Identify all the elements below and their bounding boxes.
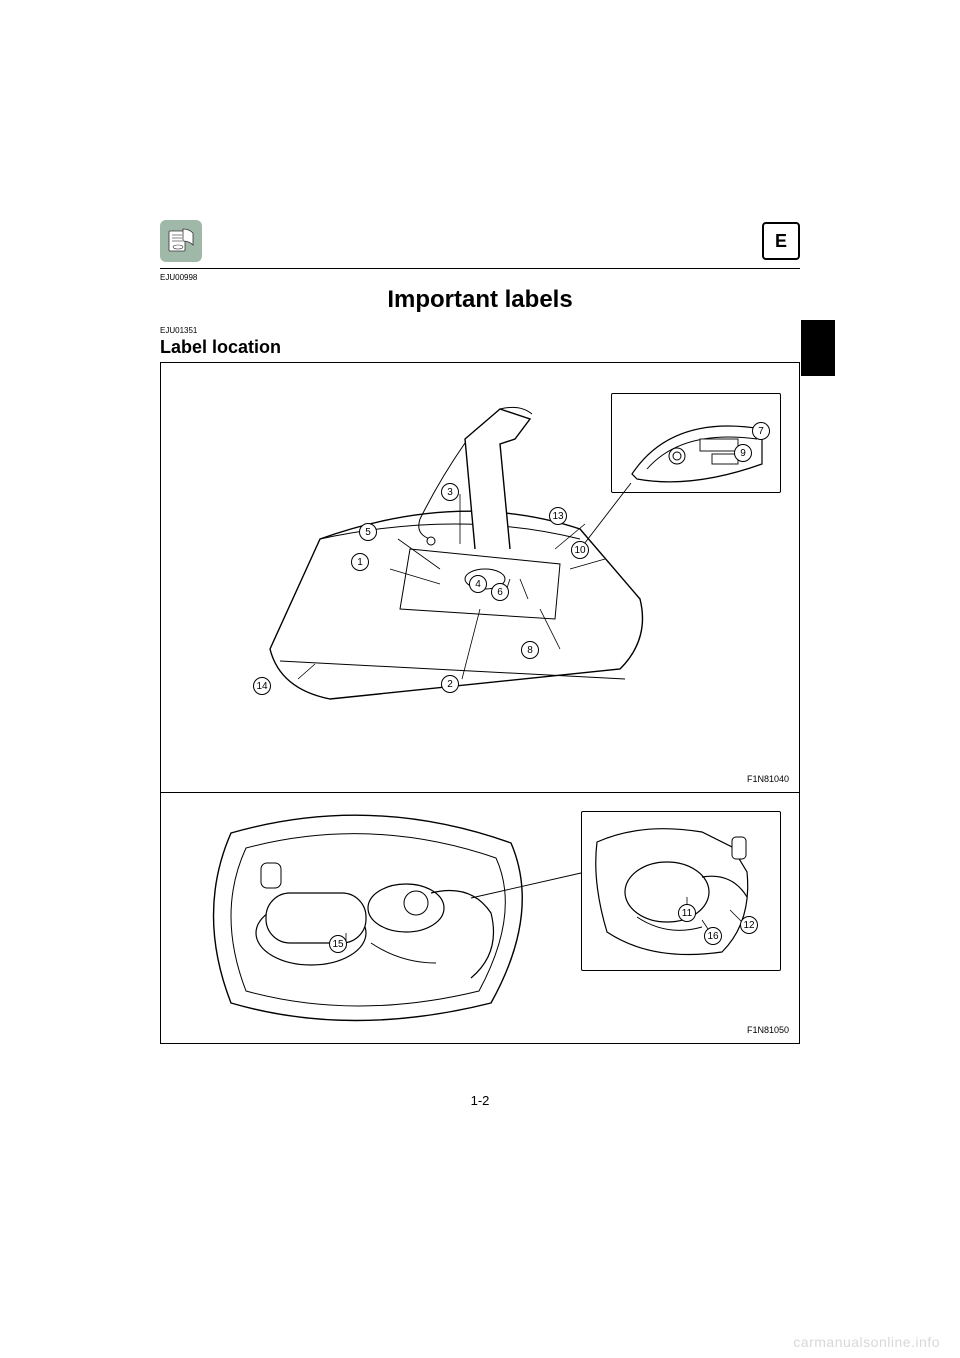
watermark: carmanualsonline.info: [793, 1334, 940, 1350]
callout-9: 9: [734, 444, 752, 462]
callout-15: 15: [329, 935, 347, 953]
inset-leader-bottom: [161, 793, 799, 1043]
figures-frame: 7 9 3 5 1 4 6 8 10 13 2 14 F1N81040: [160, 362, 800, 1044]
callout-16: 16: [704, 927, 722, 945]
language-badge: E: [762, 222, 800, 260]
callout-2: 2: [441, 675, 459, 693]
callout-6: 6: [491, 583, 509, 601]
callout-1: 1: [351, 553, 369, 571]
manual-page-icon: [160, 220, 202, 262]
callout-8: 8: [521, 641, 539, 659]
callout-11: 11: [678, 904, 696, 922]
main-ref-code: EJU00998: [160, 273, 800, 282]
callout-3: 3: [441, 483, 459, 501]
chapter-tab: [801, 320, 835, 376]
figure-exterior: 7 9 3 5 1 4 6 8 10 13 2 14 F1N81040: [161, 363, 799, 793]
figure-top-ref: F1N81040: [747, 774, 789, 784]
callout-5: 5: [359, 523, 377, 541]
callout-12: 12: [740, 916, 758, 934]
callout-10: 10: [571, 541, 589, 559]
page-title: Important labels: [160, 286, 800, 314]
callout-13: 13: [549, 507, 567, 525]
figure-engine-bay: 11 16 12 15 F1N81050: [161, 793, 799, 1043]
language-badge-text: E: [775, 231, 787, 252]
section-ref-code: EJU01351: [160, 326, 800, 335]
callout-14: 14: [253, 677, 271, 695]
page-number: 1-2: [0, 1093, 960, 1108]
header-rule: [160, 268, 800, 269]
section-heading: Label location: [160, 337, 800, 358]
callout-4: 4: [469, 575, 487, 593]
figure-bottom-ref: F1N81050: [747, 1025, 789, 1035]
callout-7: 7: [752, 422, 770, 440]
